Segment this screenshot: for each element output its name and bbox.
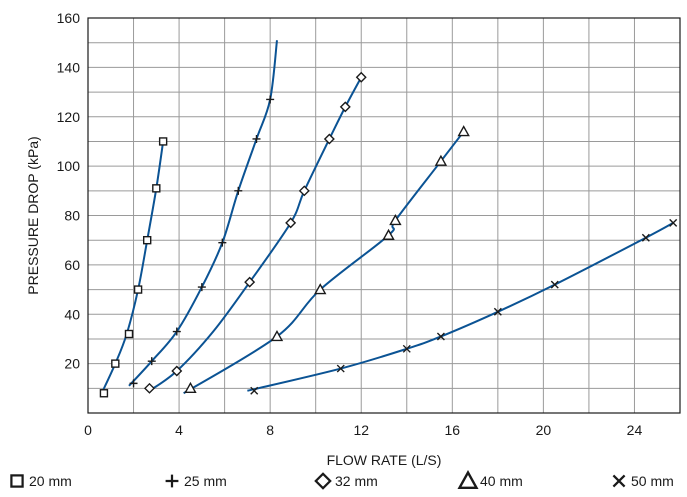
x-tick-label: 24 — [627, 422, 643, 438]
data-point-50-mm — [641, 233, 650, 242]
legend-marker-40-mm — [457, 470, 479, 489]
x-tick-label: 20 — [536, 422, 552, 438]
series-line-32-mm — [148, 76, 363, 392]
x-tick-label: 4 — [175, 422, 183, 438]
y-tick-label: 40 — [64, 306, 80, 322]
data-point-40-mm — [389, 213, 402, 226]
data-point-50-mm — [669, 218, 678, 227]
data-point-20-mm — [99, 389, 109, 398]
data-point-25-mm — [252, 134, 261, 143]
data-point-50-mm — [550, 280, 559, 289]
data-point-32-mm — [285, 217, 297, 229]
data-point-40-mm — [457, 125, 470, 137]
grid-lines — [88, 18, 680, 413]
data-point-25-mm — [129, 379, 138, 388]
y-tick-label: 60 — [64, 257, 80, 273]
data-point-40-mm — [314, 283, 327, 295]
data-point-20-mm — [158, 137, 168, 146]
data-point-40-mm — [270, 330, 284, 342]
series-curves — [100, 40, 674, 395]
series-line-50-mm — [247, 222, 674, 392]
data-point-20-mm — [133, 285, 143, 294]
legend-label-25-mm: 25 mm — [184, 473, 227, 489]
y-tick-label: 80 — [64, 208, 80, 224]
legend-label-20-mm: 20 mm — [29, 473, 72, 489]
data-point-32-mm — [244, 276, 256, 288]
y-axis-title: PRESSURE DROP (kPa) — [25, 136, 41, 294]
data-point-50-mm — [493, 307, 502, 316]
legend-marker-32-mm — [314, 472, 332, 490]
data-point-20-mm — [152, 184, 161, 193]
data-point-50-mm — [402, 344, 411, 353]
data-point-32-mm — [339, 101, 351, 113]
x-tick-label: 0 — [84, 422, 92, 438]
x-tick-labels: 0 4 8 12 16 20 24 — [84, 422, 642, 438]
legend-item-32-mm: 32 mm — [314, 472, 378, 490]
y-tick-label: 20 — [64, 356, 80, 372]
legend-marker-50-mm — [612, 474, 626, 488]
x-tick-label: 12 — [353, 422, 369, 438]
y-tick-label: 120 — [57, 109, 81, 125]
y-tick-label: 140 — [57, 59, 81, 75]
legend-item-40-mm: 40 mm — [457, 470, 523, 489]
legend-label-32-mm: 32 mm — [335, 473, 378, 489]
data-point-25-mm — [197, 283, 206, 292]
data-point-50-mm — [436, 332, 445, 341]
data-point-32-mm — [323, 133, 335, 145]
data-point-50-mm — [250, 386, 259, 395]
data-point-20-mm — [124, 329, 134, 339]
legend-item-25-mm: 25 mm — [165, 473, 227, 489]
data-point-32-mm — [355, 71, 367, 83]
legend: 20 mm 25 mm 32 mm 40 mm 50 mm — [10, 470, 674, 490]
series-line-40-mm — [183, 130, 465, 395]
x-tick-label: 16 — [445, 422, 461, 438]
data-point-50-mm — [336, 364, 345, 373]
data-point-20-mm — [142, 235, 152, 245]
data-point-32-mm — [171, 365, 183, 377]
data-point-25-mm — [234, 186, 243, 195]
y-tick-label: 100 — [57, 158, 81, 174]
data-point-40-mm — [382, 228, 395, 240]
x-axis-title: FLOW RATE (L/S) — [327, 452, 442, 468]
x-tick-label: 8 — [266, 422, 274, 438]
legend-label-40-mm: 40 mm — [480, 473, 523, 489]
data-point-25-mm — [218, 238, 227, 247]
legend-marker-25-mm — [165, 474, 179, 488]
legend-marker-20-mm — [10, 474, 24, 488]
data-point-20-mm — [111, 359, 120, 368]
data-point-32-mm — [143, 382, 155, 394]
series-markers — [99, 71, 678, 398]
data-point-32-mm — [298, 185, 310, 197]
data-point-25-mm — [266, 95, 275, 104]
legend-item-20-mm: 20 mm — [10, 473, 72, 489]
data-point-40-mm — [184, 381, 197, 394]
y-tick-labels: 20 40 60 80 100 120 140 160 — [57, 10, 81, 372]
legend-label-50-mm: 50 mm — [631, 473, 674, 489]
y-tick-label: 160 — [57, 10, 81, 26]
series-line-20-mm — [100, 141, 165, 394]
data-point-40-mm — [434, 154, 448, 166]
data-point-25-mm — [172, 327, 181, 336]
plot-frame — [87, 17, 681, 414]
data-point-25-mm — [147, 357, 156, 366]
legend-item-50-mm: 50 mm — [612, 473, 674, 489]
